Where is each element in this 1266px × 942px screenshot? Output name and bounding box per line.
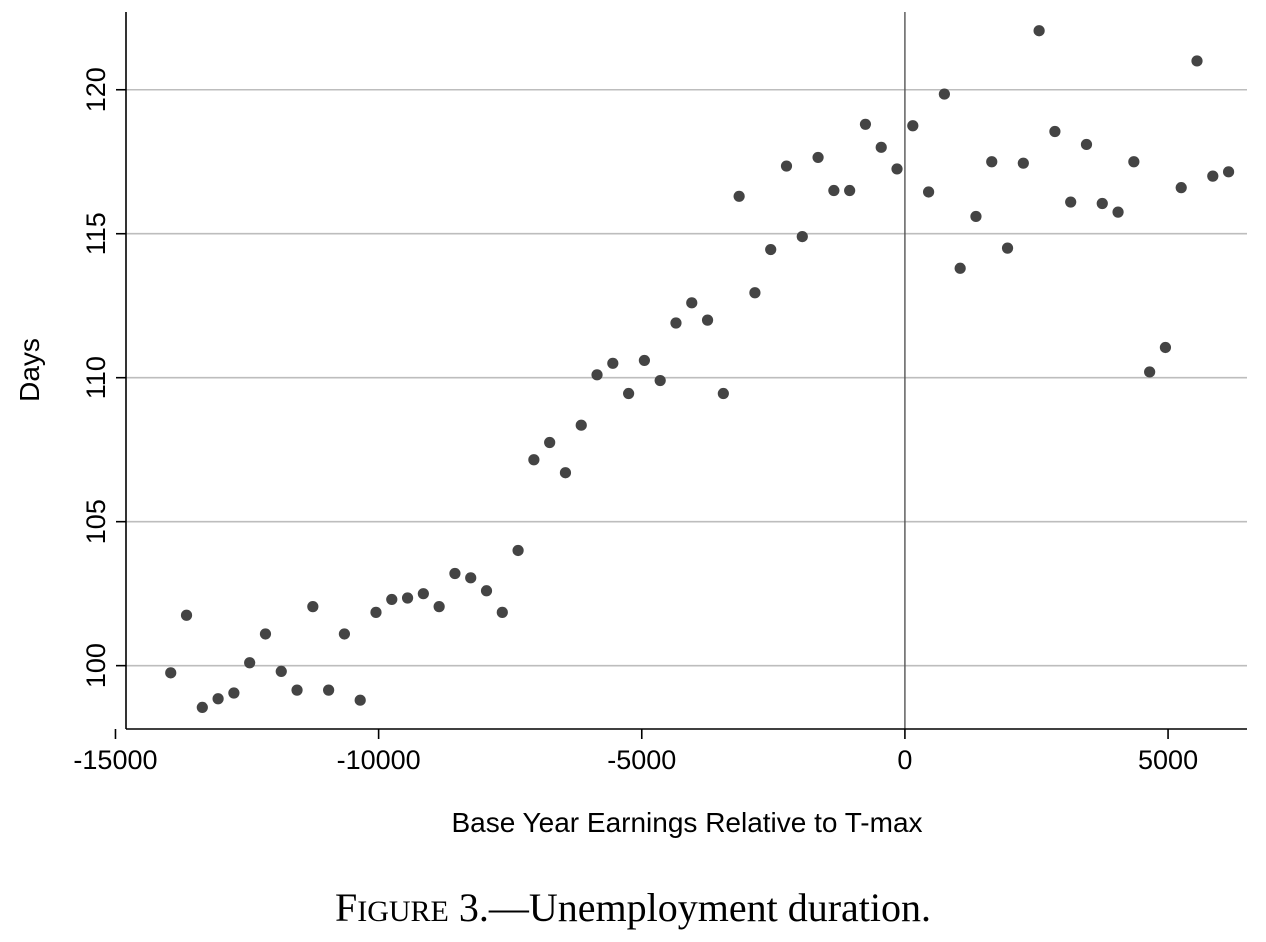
data-points: [165, 25, 1235, 714]
data-point: [591, 369, 603, 381]
data-point: [449, 567, 461, 580]
data-point: [528, 454, 540, 466]
caption-small-caps: IGURE: [357, 895, 449, 928]
data-point: [228, 687, 240, 699]
figure-caption: FIGURE 3.—Unemployment duration.: [0, 888, 1266, 928]
y-tick-label: 100: [81, 643, 111, 688]
data-point: [796, 231, 808, 243]
data-point: [496, 606, 508, 618]
data-point: [780, 160, 793, 172]
data-point: [401, 592, 414, 604]
data-point: [859, 118, 872, 130]
data-point: [1065, 196, 1077, 208]
data-point: [212, 693, 224, 705]
x-tick-label: -10000: [337, 745, 421, 775]
data-point: [1159, 341, 1172, 354]
scatter-chart: 100 105 110 115 120 -15000 -10000 -5000 0 5000 Ba…: [14, 12, 1247, 838]
data-point: [386, 593, 398, 606]
x-tick-label: 0: [897, 745, 912, 775]
data-point: [907, 120, 919, 132]
data-point: [338, 628, 351, 640]
y-tick-label: 110: [81, 356, 111, 399]
data-point: [1112, 206, 1124, 218]
data-point: [1080, 138, 1093, 151]
data-point: [1222, 166, 1235, 178]
gridlines: [126, 88, 1247, 667]
x-axis-title: Base Year Earnings Relative to T-max: [451, 807, 922, 838]
data-point: [1128, 156, 1140, 168]
x-tick-label: -15000: [73, 745, 157, 775]
data-point: [670, 317, 682, 329]
data-point: [812, 151, 824, 164]
y-tick-label: 120: [81, 67, 111, 112]
data-point: [970, 210, 982, 223]
data-point: [165, 667, 177, 679]
x-tick-label: 5000: [1138, 745, 1198, 775]
data-point: [354, 694, 366, 706]
caption-initial: F: [334, 885, 358, 930]
data-point: [559, 467, 572, 479]
data-point: [417, 588, 429, 600]
data-point: [828, 184, 840, 197]
data-point: [875, 141, 887, 153]
data-point: [749, 287, 761, 299]
data-point: [986, 156, 998, 168]
data-point: [244, 657, 256, 669]
axes: 100 105 110 115 120 -15000 -10000 -5000 0 5000: [73, 12, 1247, 775]
data-point: [544, 436, 556, 449]
data-point: [654, 374, 666, 387]
data-point: [686, 297, 698, 309]
data-point: [275, 665, 287, 678]
data-point: [1191, 55, 1203, 67]
x-tick-label: -5000: [607, 745, 676, 775]
y-tick-label: 105: [81, 499, 111, 544]
y-tick-label: 115: [81, 212, 111, 255]
data-point: [575, 419, 587, 431]
data-point: [1033, 25, 1045, 37]
data-point: [1017, 157, 1029, 169]
data-point: [922, 186, 935, 198]
data-point: [465, 572, 477, 584]
data-point: [1207, 170, 1219, 182]
data-point: [433, 601, 445, 613]
data-point: [891, 163, 903, 175]
data-point: [1175, 182, 1187, 194]
data-point: [196, 701, 208, 714]
data-point: [323, 684, 335, 696]
data-point: [607, 357, 619, 369]
data-point: [954, 262, 966, 274]
data-point: [307, 601, 319, 613]
data-point: [1001, 242, 1014, 254]
data-point: [1049, 125, 1061, 138]
data-point: [512, 544, 524, 557]
y-axis-title: Days: [14, 338, 45, 402]
data-point: [370, 606, 382, 618]
data-point: [733, 190, 745, 202]
data-point: [765, 243, 777, 256]
data-point: [638, 354, 650, 367]
data-point: [844, 184, 856, 197]
data-point: [259, 628, 272, 640]
data-point: [1144, 366, 1156, 378]
data-point: [717, 387, 729, 400]
data-point: [480, 585, 493, 597]
data-point: [291, 684, 303, 696]
data-point: [1096, 197, 1108, 210]
data-point: [701, 314, 714, 326]
data-point: [623, 387, 635, 400]
data-point: [180, 609, 193, 621]
caption-text: 3.—Unemployment duration.: [448, 885, 932, 930]
data-point: [938, 88, 950, 100]
